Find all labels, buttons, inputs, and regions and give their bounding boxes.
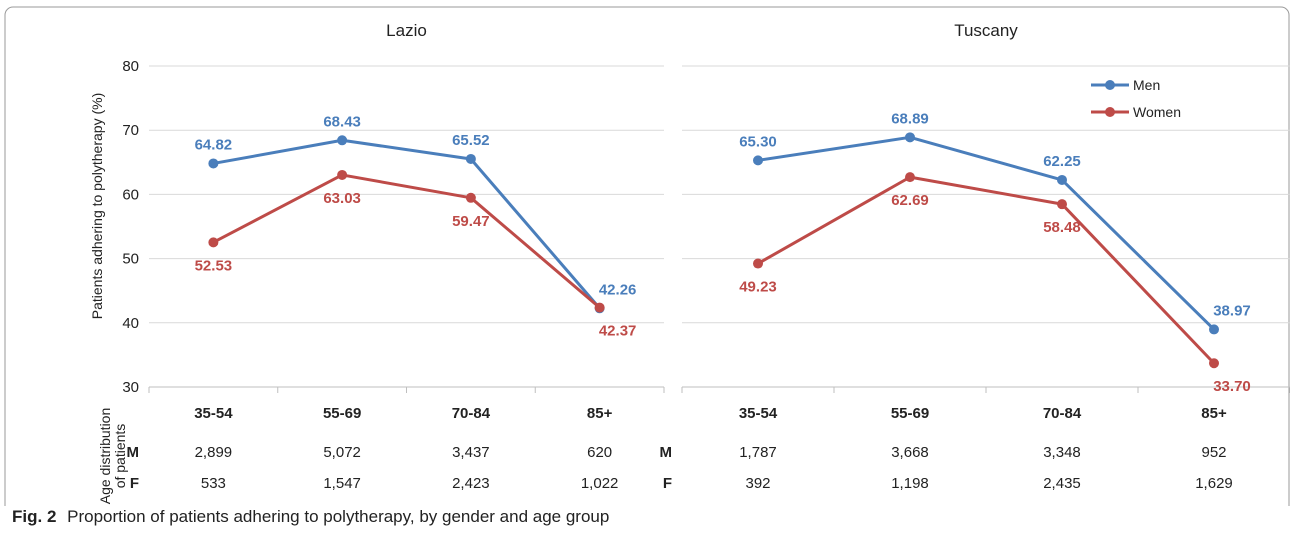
tuscany-table-cell: 2,435 xyxy=(1043,475,1081,492)
tuscany-table-cell: 3,668 xyxy=(891,444,929,461)
figure-caption-text: Proportion of patients adhering to polyt… xyxy=(67,507,610,526)
lazio-y-tick-label: 60 xyxy=(122,186,139,203)
lazio-table-row-label: M xyxy=(127,444,140,461)
tuscany-point-men xyxy=(1057,174,1067,185)
figure-border xyxy=(4,6,1290,506)
lazio-data-label-men: 68.43 xyxy=(323,113,361,130)
tuscany-data-label-women: 62.69 xyxy=(891,192,929,209)
tuscany-data-label-men: 65.30 xyxy=(739,133,777,150)
figure-caption: Fig. 2 Proportion of patients adhering t… xyxy=(12,507,609,527)
table-label-line-2: of patients xyxy=(112,424,128,489)
tuscany-point-women xyxy=(905,172,915,183)
lazio-point-men xyxy=(208,158,219,169)
lazio-data-label-women: 63.03 xyxy=(323,190,361,207)
lazio-table-cell: 620 xyxy=(587,444,612,461)
tuscany-series-line-women xyxy=(757,175,1216,365)
lazio-data-label-women: 52.53 xyxy=(195,257,233,274)
lazio-data-label-men: 65.52 xyxy=(452,132,490,149)
lazio-point-men xyxy=(465,153,476,164)
tuscany-table-row-label: F xyxy=(663,475,672,492)
lazio-x-category-label: 70-84 xyxy=(452,405,491,422)
tuscany-data-label-men: 38.97 xyxy=(1213,302,1251,319)
tuscany-data-label-women: 33.70 xyxy=(1213,378,1251,395)
lazio-table-cell: 533 xyxy=(201,475,226,492)
figure-frame: Patients adhering to polytherapy (%) Age … xyxy=(4,6,1290,546)
tuscany-title: Tuscany xyxy=(954,21,1018,40)
tuscany-series-line-men xyxy=(757,135,1216,331)
tuscany-table-cell: 1,787 xyxy=(739,444,777,461)
lazio-series-line-men xyxy=(213,138,601,310)
lazio-y-tick-label: 70 xyxy=(122,122,139,139)
lazio-point-women xyxy=(594,302,605,313)
lazio-table-cell: 3,437 xyxy=(452,444,490,461)
lazio-series-line-women xyxy=(212,173,601,309)
lazio-table-row-label: F xyxy=(130,475,139,492)
lazio-data-label-women: 42.37 xyxy=(599,323,637,340)
tuscany-point-men xyxy=(753,155,763,166)
lazio-y-tick-label: 30 xyxy=(122,379,139,396)
tuscany-point-women xyxy=(753,258,763,269)
tuscany-x-category-label: 70-84 xyxy=(1043,405,1082,422)
lazio-x-category-label: 55-69 xyxy=(323,405,361,422)
lazio-title: Lazio xyxy=(386,21,427,40)
lazio-data-label-men: 64.82 xyxy=(195,136,233,153)
lazio-point-women xyxy=(465,192,476,203)
figure-chart-svg: Patients adhering to polytherapy (%) Age … xyxy=(4,6,1290,506)
tuscany-table-cell: 952 xyxy=(1201,444,1226,461)
lazio-x-category-label: 35-54 xyxy=(194,405,233,422)
lazio-point-women xyxy=(337,169,348,180)
tuscany-data-label-men: 62.25 xyxy=(1043,153,1081,170)
y-axis-label: Patients adhering to polytherapy (%) xyxy=(89,93,105,319)
tuscany-data-label-men: 68.89 xyxy=(891,110,929,127)
table-label-line-1: Age distribution xyxy=(97,408,113,505)
tuscany-data-label-women: 49.23 xyxy=(739,279,777,296)
legend-label-men: Men xyxy=(1133,77,1160,93)
tuscany-table-cell: 392 xyxy=(745,475,770,492)
lazio-point-men xyxy=(337,135,348,146)
legend-marker-men xyxy=(1105,80,1115,90)
tuscany-table-cell: 1,629 xyxy=(1195,475,1233,492)
lazio-data-label-men: 42.26 xyxy=(599,281,637,298)
lazio-y-tick-label: 50 xyxy=(122,251,139,268)
legend-label-women: Women xyxy=(1133,104,1181,120)
tuscany-table-cell: 1,198 xyxy=(891,475,929,492)
figure-caption-label: Fig. 2 xyxy=(12,507,57,526)
lazio-table-cell: 2,899 xyxy=(195,444,233,461)
tuscany-point-women xyxy=(1057,199,1067,210)
lazio-table-cell: 2,423 xyxy=(452,475,490,492)
lazio-table-cell: 1,547 xyxy=(323,475,361,492)
tuscany-table-cell: 3,348 xyxy=(1043,444,1081,461)
lazio-point-women xyxy=(208,237,219,248)
tuscany-data-label-women: 58.48 xyxy=(1043,219,1081,236)
tuscany-x-category-label: 35-54 xyxy=(739,405,778,422)
tuscany-point-men xyxy=(905,132,915,143)
tuscany-x-category-label: 55-69 xyxy=(891,405,929,422)
tuscany-x-category-label: 85+ xyxy=(1201,405,1227,422)
tuscany-point-men xyxy=(1209,324,1219,335)
legend-marker-women xyxy=(1105,107,1115,117)
lazio-table-cell: 1,022 xyxy=(581,475,619,492)
lazio-y-tick-label: 80 xyxy=(122,58,139,75)
lazio-data-label-women: 59.47 xyxy=(452,213,490,230)
lazio-y-tick-label: 40 xyxy=(122,315,139,332)
lazio-table-cell: 5,072 xyxy=(323,444,361,461)
lazio-x-category-label: 85+ xyxy=(587,405,613,422)
tuscany-table-row-label: M xyxy=(660,444,673,461)
tuscany-point-women xyxy=(1209,358,1219,369)
